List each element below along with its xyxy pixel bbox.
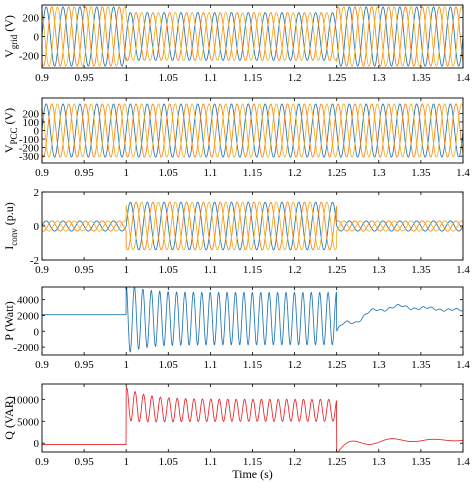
series-line-2 <box>42 6 463 67</box>
x-tick-label: 1.35 <box>411 72 431 84</box>
x-tick-label: 1.35 <box>411 359 431 371</box>
x-tick-label: 0.95 <box>74 167 94 179</box>
x-tick-label: 1.25 <box>327 167 347 179</box>
series-line-1 <box>42 6 463 67</box>
x-tick-label: 0.9 <box>35 264 49 276</box>
series-line-1 <box>42 287 463 353</box>
x-tick-label: 1.15 <box>243 167 263 179</box>
x-tick-label: 1.1 <box>204 72 218 84</box>
x-tick-label: 1 <box>123 359 129 371</box>
y-axis-label: Q (VAR) <box>2 396 16 439</box>
series-line-3 <box>42 6 463 67</box>
x-tick-label: 1.4 <box>456 72 470 84</box>
y-axis-label: Iconv (p.u) <box>2 202 19 250</box>
y-tick-label: 10000 <box>12 394 40 406</box>
x-tick-label: 1.2 <box>288 72 302 84</box>
series-line-3 <box>42 201 463 251</box>
x-tick-label: 1.25 <box>327 359 347 371</box>
y-tick-label: -100 <box>19 134 40 146</box>
y-tick-label: 0 <box>34 438 40 450</box>
x-tick-label: 1.3 <box>372 456 386 468</box>
y-axis-label: P (Watt) <box>2 301 16 341</box>
x-tick-label: 1.35 <box>411 167 431 179</box>
y-tick-label: -2 <box>30 255 39 267</box>
x-tick-label: 1.35 <box>411 456 431 468</box>
y-tick-label: 5000 <box>17 416 40 428</box>
y-tick-label: 2000 <box>17 310 40 322</box>
x-tick-label: 0.9 <box>35 456 49 468</box>
x-tick-label: 1.2 <box>288 167 302 179</box>
x-tick-label: 1.25 <box>327 264 347 276</box>
x-tick-label: 1.05 <box>159 359 179 371</box>
x-tick-label: 1.1 <box>204 359 218 371</box>
x-tick-label: 1 <box>123 456 129 468</box>
series-line-1 <box>42 387 463 452</box>
subplot-1: 0.9 0.95 1 1.05 1.1 1.15 1.2 1.25 1.3 1.35 1.4 200 0… <box>2 4 470 84</box>
x-tick-label: 1.4 <box>456 359 470 371</box>
subplot-3: 0.9 0.95 1 1.05 1.1 1.15 1.2 1.25 1.3 1.35 1.4 2 0 -2… <box>2 187 470 276</box>
x-tick-label: 1.1 <box>204 264 218 276</box>
plot-frame <box>41 383 464 453</box>
y-tick-label: -200 <box>19 143 40 155</box>
y-tick-label: -2000 <box>13 342 39 354</box>
x-tick-label: 1.1 <box>204 167 218 179</box>
series-line-3 <box>42 103 463 158</box>
x-tick-label: 1.05 <box>159 264 179 276</box>
series-line-2 <box>42 201 463 251</box>
series-line-2 <box>42 103 463 158</box>
x-tick-label: 1.05 <box>159 72 179 84</box>
x-tick-label: 1.3 <box>372 167 386 179</box>
x-tick-label: 0.95 <box>74 359 94 371</box>
y-tick-label: 200 <box>23 12 40 24</box>
subplot-4: 0.9 0.95 1 1.05 1.1 1.15 1.2 1.25 1.3 1.35 1.4 4000… <box>2 286 470 371</box>
y-tick-label: 0 <box>34 221 40 233</box>
x-tick-label: 1.05 <box>159 456 179 468</box>
y-tick-label: -300 <box>19 151 40 163</box>
y-tick-label: 0 <box>34 326 40 338</box>
y-tick-label: 100 <box>23 117 40 129</box>
x-tick-label: 0.95 <box>74 72 94 84</box>
x-tick-label: 1.05 <box>159 167 179 179</box>
plot-frame <box>41 286 464 356</box>
x-tick-label: 1.1 <box>204 456 218 468</box>
x-tick-label: 1.3 <box>372 72 386 84</box>
x-tick-label: 0.95 <box>74 264 94 276</box>
x-tick-label: 1 <box>123 167 129 179</box>
x-tick-label: 1.4 <box>456 264 470 276</box>
x-tick-label: 1 <box>123 264 129 276</box>
y-tick-label: 0 <box>34 126 40 138</box>
y-tick-label: -200 <box>19 51 40 63</box>
x-tick-label: 1.2 <box>288 359 302 371</box>
x-tick-label: 1.15 <box>243 359 263 371</box>
x-tick-label: 1.15 <box>243 264 263 276</box>
x-tick-label: 0.9 <box>35 167 49 179</box>
x-tick-label: 0.9 <box>35 72 49 84</box>
x-tick-label: 1.4 <box>456 456 470 468</box>
x-tick-label: 1.2 <box>288 456 302 468</box>
x-tick-label: 0.9 <box>35 359 49 371</box>
x-axis-label: Time (s) <box>232 467 273 481</box>
y-axis-label: VPCC (V) <box>2 108 19 153</box>
x-tick-label: 1 <box>123 72 129 84</box>
subplot-5: 0.9 0.95 1 1.05 1.1 1.15 1.2 1.25 1.3 1.35 1.4 1000… <box>2 383 470 481</box>
x-tick-label: 1.25 <box>327 456 347 468</box>
x-tick-label: 1.25 <box>327 72 347 84</box>
y-tick-label: 0 <box>34 32 40 44</box>
x-tick-label: 1.2 <box>288 264 302 276</box>
y-tick-label: 4000 <box>17 295 40 307</box>
series-line-1 <box>42 201 463 251</box>
x-tick-label: 1.15 <box>243 72 263 84</box>
series-line-1 <box>42 103 463 158</box>
x-tick-label: 1.3 <box>372 264 386 276</box>
x-tick-label: 1.15 <box>243 456 263 468</box>
x-tick-label: 0.95 <box>74 456 94 468</box>
x-tick-label: 1.3 <box>372 359 386 371</box>
x-tick-label: 1.35 <box>411 264 431 276</box>
x-tick-label: 1.4 <box>456 167 470 179</box>
y-tick-label: 2 <box>34 187 40 199</box>
subplot-2: 0.9 0.95 1 1.05 1.1 1.15 1.2 1.25 1.3 1.35 1.4 2001… <box>2 97 470 179</box>
y-axis-label: Vgrid (V) <box>2 15 19 58</box>
y-tick-label: 200 <box>23 108 40 120</box>
